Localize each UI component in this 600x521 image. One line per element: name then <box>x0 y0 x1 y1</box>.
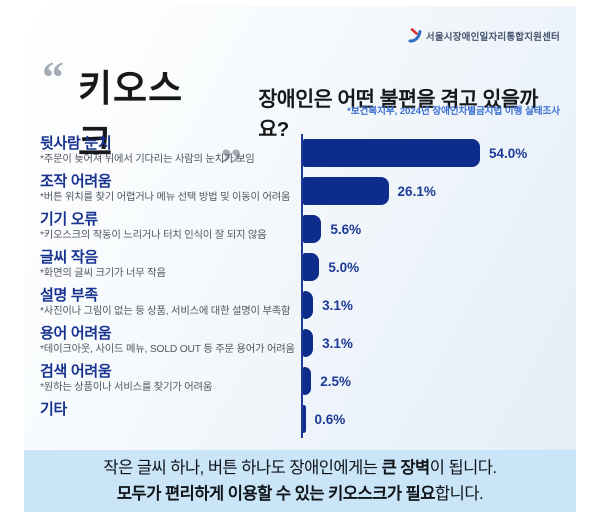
category-text: 기타 <box>40 400 301 438</box>
chart-row: 용어 어려움 *테이크아웃, 사이드 메뉴, SOLD OUT 등 주문 용어가… <box>40 324 572 362</box>
value-label: 0.6% <box>314 411 346 427</box>
footer-line2-bold: 모두가 편리하게 이용할 수 있는 키오스크가 필요 <box>116 485 436 503</box>
value-label: 3.1% <box>322 335 353 351</box>
bar-track: 3.1% <box>301 324 572 362</box>
chart-row: 검색 어려움 *원하는 상품이나 서비스를 찾기가 어려움 2.5% <box>40 362 572 400</box>
category-label: 기타 <box>40 401 68 418</box>
bar-chart: 뒷사람 눈치 *주문이 늦어져 뒤에서 기다리는 사람의 눈치가 보임 54.0… <box>40 134 572 438</box>
open-quote-mark: “ <box>42 53 64 102</box>
bar <box>303 291 314 319</box>
footer-line1-tail: 이 됩니다. <box>429 459 497 477</box>
chart-row: 설명 부족 *사진이나 그림이 없는 등 상품, 서비스에 대한 설명이 부족함… <box>40 286 572 324</box>
category-label: 검색 어려움 <box>40 363 112 380</box>
category-description: *키오스크의 작동이 느리거나 터치 인식이 잘 되지 않음 <box>40 230 267 241</box>
bar <box>303 139 480 167</box>
category-description: *화면의 글씨 크기가 너무 작음 <box>40 268 166 279</box>
bar <box>303 177 389 205</box>
footer-line-1: 작은 글씨 하나, 버튼 하나도 장애인에게는 큰 장벽이 됩니다. <box>103 455 497 481</box>
footer-line1-text: 작은 글씨 하나, 버튼 하나도 장애인에게는 <box>103 459 382 477</box>
category-text: 검색 어려움 *원하는 상품이나 서비스를 찾기가 어려움 <box>40 362 301 400</box>
chart-row: 뒷사람 눈치 *주문이 늦어져 뒤에서 기다리는 사람의 눈치가 보임 54.0… <box>40 134 572 172</box>
category-description: *버튼 위치를 찾기 어렵거나 메뉴 선택 방법 및 이동이 어려움 <box>40 192 291 203</box>
org-logo-icon <box>408 28 422 43</box>
chart-rows: 뒷사람 눈치 *주문이 늦어져 뒤에서 기다리는 사람의 눈치가 보임 54.0… <box>40 134 572 438</box>
value-label: 26.1% <box>397 183 436 199</box>
value-label: 2.5% <box>320 373 351 389</box>
chart-row: 글씨 작음 *화면의 글씨 크기가 너무 작음 5.0% <box>40 248 572 286</box>
org-logo: 서울시장애인일자리통합지원센터 <box>408 28 560 43</box>
bar-track: 26.1% <box>301 172 572 210</box>
title-keyword: 키오스크 <box>78 68 184 163</box>
source-note: *보건복지부, 2024년 장애인차별금지법 이행 실태조사 <box>347 106 560 117</box>
value-label: 54.0% <box>489 145 528 161</box>
footer-line-2: 모두가 편리하게 이용할 수 있는 키오스크가 필요합니다. <box>116 481 484 507</box>
category-text: 글씨 작음 *화면의 글씨 크기가 너무 작음 <box>40 248 301 286</box>
category-description: *원하는 상품이나 서비스를 찾기가 어려움 <box>40 382 213 393</box>
title-bar: “ 키오스크 „ 장애인은 어떤 불편을 겪고 있을까요? <box>42 53 560 166</box>
bar <box>303 329 314 357</box>
category-description: *사진이나 그림이 없는 등 상품, 서비스에 대한 설명이 부족함 <box>40 306 291 317</box>
org-logo-text: 서울시장애인일자리통합지원센터 <box>425 31 560 43</box>
footer-banner: 작은 글씨 하나, 버튼 하나도 장애인에게는 큰 장벽이 됩니다. 모두가 편… <box>24 450 576 512</box>
value-label: 5.6% <box>330 221 362 237</box>
bar <box>303 405 306 433</box>
category-label: 설명 부족 <box>40 287 98 304</box>
category-text: 기기 오류 *키오스크의 작동이 느리거나 터치 인식이 잘 되지 않음 <box>40 210 301 248</box>
bar <box>303 367 312 395</box>
footer-line2-tail: 합니다. <box>434 485 484 503</box>
bar <box>303 215 322 243</box>
bar-track: 5.6% <box>301 210 572 248</box>
category-label: 기기 오류 <box>40 211 98 228</box>
chart-row: 기타 0.6% <box>40 400 572 438</box>
chart-row: 기기 오류 *키오스크의 작동이 느리거나 터치 인식이 잘 되지 않음 5.6… <box>40 210 572 248</box>
category-text: 설명 부족 *사진이나 그림이 없는 등 상품, 서비스에 대한 설명이 부족함 <box>40 286 301 324</box>
bar <box>303 253 320 281</box>
category-label: 조작 어려움 <box>40 173 112 190</box>
footer-line1-bold: 큰 장벽 <box>381 459 431 477</box>
category-label: 뒷사람 눈치 <box>40 135 112 152</box>
category-text: 용어 어려움 *테이크아웃, 사이드 메뉴, SOLD OUT 등 주문 용어가… <box>40 324 301 362</box>
chart-row: 조작 어려움 *버튼 위치를 찾기 어렵거나 메뉴 선택 방법 및 이동이 어려… <box>40 172 572 210</box>
bar-track: 5.0% <box>301 248 572 286</box>
category-text: 뒷사람 눈치 *주문이 늦어져 뒤에서 기다리는 사람의 눈치가 보임 <box>40 134 301 172</box>
value-label: 5.0% <box>328 259 360 275</box>
category-label: 용어 어려움 <box>40 325 112 342</box>
category-description: *주문이 늦어져 뒤에서 기다리는 사람의 눈치가 보임 <box>40 154 255 165</box>
category-text: 조작 어려움 *버튼 위치를 찾기 어렵거나 메뉴 선택 방법 및 이동이 어려… <box>40 172 301 210</box>
bar-track: 54.0% <box>301 134 572 172</box>
title-question: 장애인은 어떤 불편을 겪고 있을까요? <box>258 88 538 141</box>
value-label: 3.1% <box>322 297 353 313</box>
bar-track: 3.1% <box>301 286 572 324</box>
background-card: 서울시장애인일자리통합지원센터 “ 키오스크 „ 장애인은 어떤 불편을 겪고 … <box>24 6 576 512</box>
category-description: *테이크아웃, 사이드 메뉴, SOLD OUT 등 주문 용어가 어려움 <box>40 344 295 355</box>
bar-track: 0.6% <box>301 400 572 438</box>
category-label: 글씨 작음 <box>40 249 98 266</box>
bar-track: 2.5% <box>301 362 572 400</box>
